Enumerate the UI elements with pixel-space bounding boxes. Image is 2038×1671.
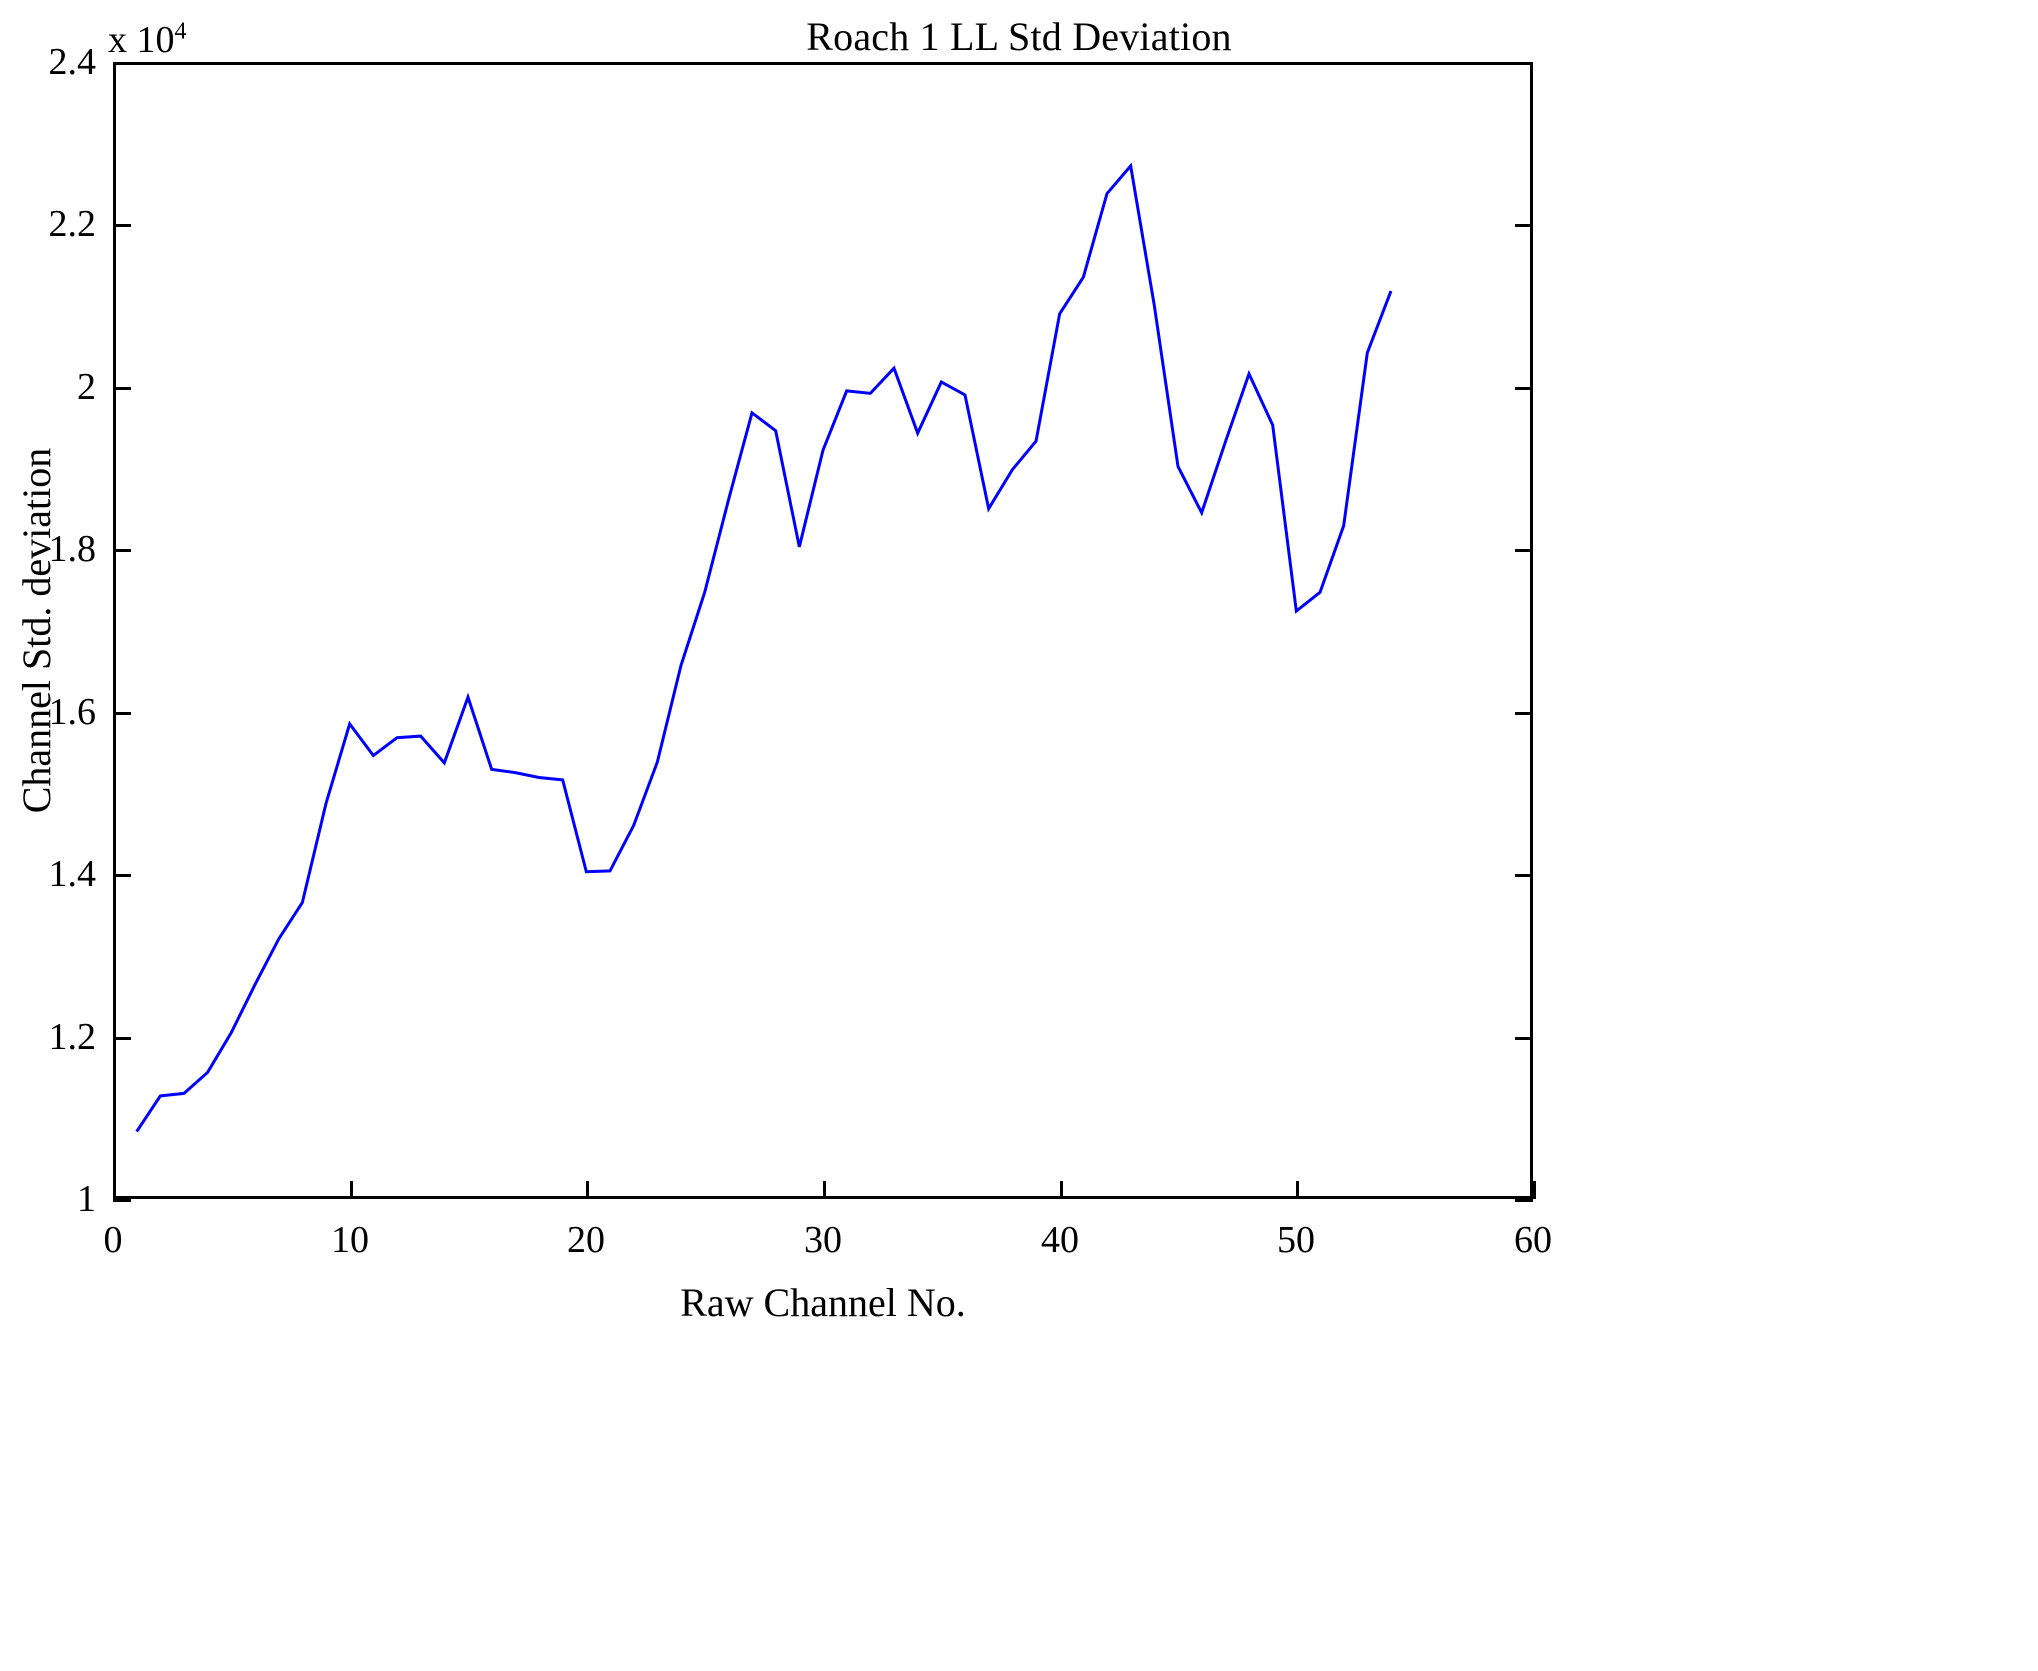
- y-tick-mark: [113, 387, 131, 390]
- y-tick-label: 1.8: [48, 528, 97, 570]
- y-tick-mark: [113, 549, 131, 552]
- x-tick-label: 20: [567, 1219, 605, 1261]
- x-tick-label: 30: [804, 1219, 842, 1261]
- x-tick-mark: [113, 1181, 116, 1199]
- y-tick-label: 2.4: [48, 41, 97, 83]
- y-tick-mark-right: [1515, 224, 1533, 227]
- x-axis-title: Raw Channel No.: [680, 1280, 966, 1325]
- x-tick-label: 50: [1277, 1219, 1315, 1261]
- x-tick-label: 60: [1514, 1219, 1552, 1261]
- y-tick-mark: [113, 1199, 131, 1202]
- y-tick-mark-right: [1515, 874, 1533, 877]
- y-tick-mark-right: [1515, 387, 1533, 390]
- y-tick-mark: [113, 712, 131, 715]
- y-tick-label: 1.4: [48, 853, 97, 895]
- x-tick-mark: [350, 1181, 353, 1199]
- y-tick-mark: [113, 1037, 131, 1040]
- y-axis-title: Channel Std. deviation: [14, 447, 59, 814]
- y-tick-mark: [113, 62, 131, 65]
- y-tick-mark-right: [1515, 712, 1533, 715]
- x-tick-label: 40: [1041, 1219, 1079, 1261]
- y-tick-mark-right: [1515, 1037, 1533, 1040]
- y-tick-mark: [113, 224, 131, 227]
- x-tick-label: 10: [331, 1219, 369, 1261]
- page-title: Roach 1 LL Std Deviation: [806, 14, 1232, 59]
- x-tick-mark: [586, 1181, 589, 1199]
- y-tick-label: 1: [77, 1178, 96, 1220]
- y-tick-mark-right: [1515, 62, 1533, 65]
- x-tick-mark: [1533, 1181, 1536, 1199]
- x-tick-mark: [1060, 1181, 1063, 1199]
- y-tick-label: 1.6: [48, 691, 97, 733]
- x-tick-label: 0: [103, 1219, 123, 1261]
- y-tick-mark-right: [1515, 1199, 1533, 1202]
- y-axis-exponent-power: 4: [174, 18, 187, 45]
- data-series-line: [135, 162, 1393, 1133]
- x-tick-mark: [1296, 1181, 1299, 1199]
- y-tick-label: 1.2: [48, 1016, 97, 1058]
- y-tick-label: 2: [77, 366, 96, 408]
- y-tick-mark-right: [1515, 549, 1533, 552]
- y-tick-label: 2.2: [48, 203, 97, 245]
- x-tick-mark: [823, 1181, 826, 1199]
- plot-canvas: [135, 162, 1393, 1133]
- y-axis-exponent-prefix: x 10: [108, 19, 175, 61]
- y-tick-mark: [113, 874, 131, 877]
- y-axis-exponent-label: x 104: [108, 18, 187, 61]
